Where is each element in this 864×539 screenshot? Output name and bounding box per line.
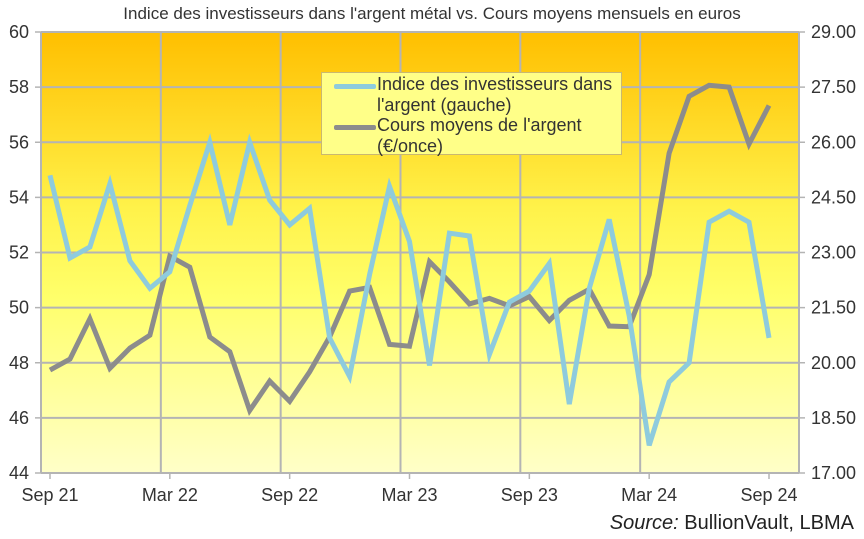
x-tick-label: Mar 24 — [621, 485, 677, 505]
x-tick-label: Sep 24 — [740, 485, 797, 505]
y-left-tick-label: 50 — [9, 298, 29, 318]
y-right-tick-label: 29.00 — [811, 22, 856, 42]
y-left-tick-label: 52 — [9, 243, 29, 263]
series-lines — [47, 82, 772, 447]
y-left-tick-label: 56 — [9, 132, 29, 152]
legend-label-investor-index: Indice des investisseurs dans l'argent (… — [377, 74, 613, 115]
y-left-tick-label: 44 — [9, 463, 29, 483]
series-line-investor-index — [47, 132, 772, 447]
legend-swatch-investor-index — [334, 84, 376, 89]
y-left-tick-label: 48 — [9, 353, 29, 373]
x-tick-label: Sep 23 — [501, 485, 558, 505]
x-tick-label: Sep 21 — [21, 485, 78, 505]
y-right-tick-label: 20.00 — [811, 353, 856, 373]
source-text: BullionVault, LBMA — [678, 512, 854, 534]
axes: 44 17.00 46 18.50 48 20.00 50 21.50 52 23.00 54 24.… — [9, 22, 856, 505]
legend-label-silver-price: Cours moyens de l'argent (€/once) — [377, 115, 582, 156]
chart-title: Indice des investisseurs dans l'argent m… — [123, 4, 741, 23]
x-tick-label: Mar 23 — [381, 485, 437, 505]
x-tick-label: Sep 22 — [261, 485, 318, 505]
y-right-tick-label: 17.00 — [811, 463, 856, 483]
y-right-tick-label: 24.50 — [811, 187, 856, 207]
series-line-silver-price — [48, 82, 772, 417]
y-right-tick-label: 18.50 — [811, 408, 856, 428]
y-left-tick-label: 54 — [9, 187, 29, 207]
x-tick-label: Mar 22 — [142, 485, 198, 505]
legend: Indice des investisseurs dans l'argent (… — [321, 72, 622, 156]
legend-swatch-silver-price — [334, 125, 376, 130]
source-note: Source: BullionVault, LBMA — [610, 512, 854, 535]
y-left-tick-label: 58 — [9, 77, 29, 97]
y-right-tick-label: 21.50 — [811, 298, 856, 318]
y-left-tick-label: 46 — [9, 408, 29, 428]
y-left-tick-label: 60 — [9, 22, 29, 42]
y-right-tick-label: 26.00 — [811, 132, 856, 152]
source-label: Source: — [609, 512, 679, 534]
y-right-tick-label: 23.00 — [811, 243, 856, 263]
y-right-tick-label: 27.50 — [811, 77, 856, 97]
